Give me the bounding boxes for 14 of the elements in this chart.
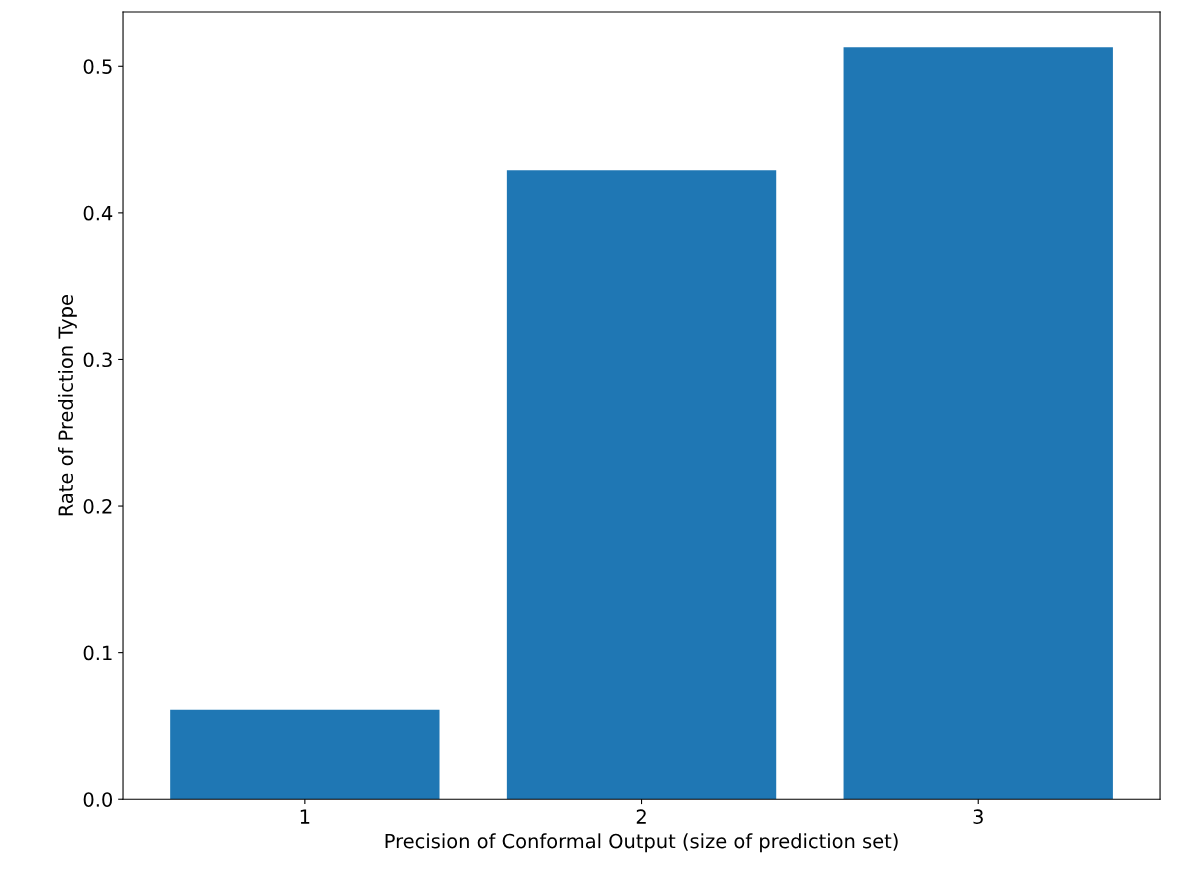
x-tick-label: 3 [973, 809, 983, 825]
bar [843, 47, 1113, 800]
y-tick-label: 0.3 [83, 352, 112, 368]
y-tick-label: 0.4 [83, 205, 113, 221]
y-tick-label: 0.5 [83, 59, 112, 74]
x-axis-title: Precision of Conformal Output (size of prediction set) [385, 833, 898, 853]
y-tick-label: 0.2 [83, 499, 112, 514]
y-tick-label: 0.1 [83, 645, 112, 661]
bar [506, 170, 777, 800]
x-tick-label: 2 [636, 809, 646, 824]
y-tick-label: 0.0 [83, 792, 113, 807]
x-tick-label: 1 [300, 809, 310, 824]
bar [170, 709, 440, 800]
y-axis-title: Rate of Prediction Type [58, 295, 77, 516]
